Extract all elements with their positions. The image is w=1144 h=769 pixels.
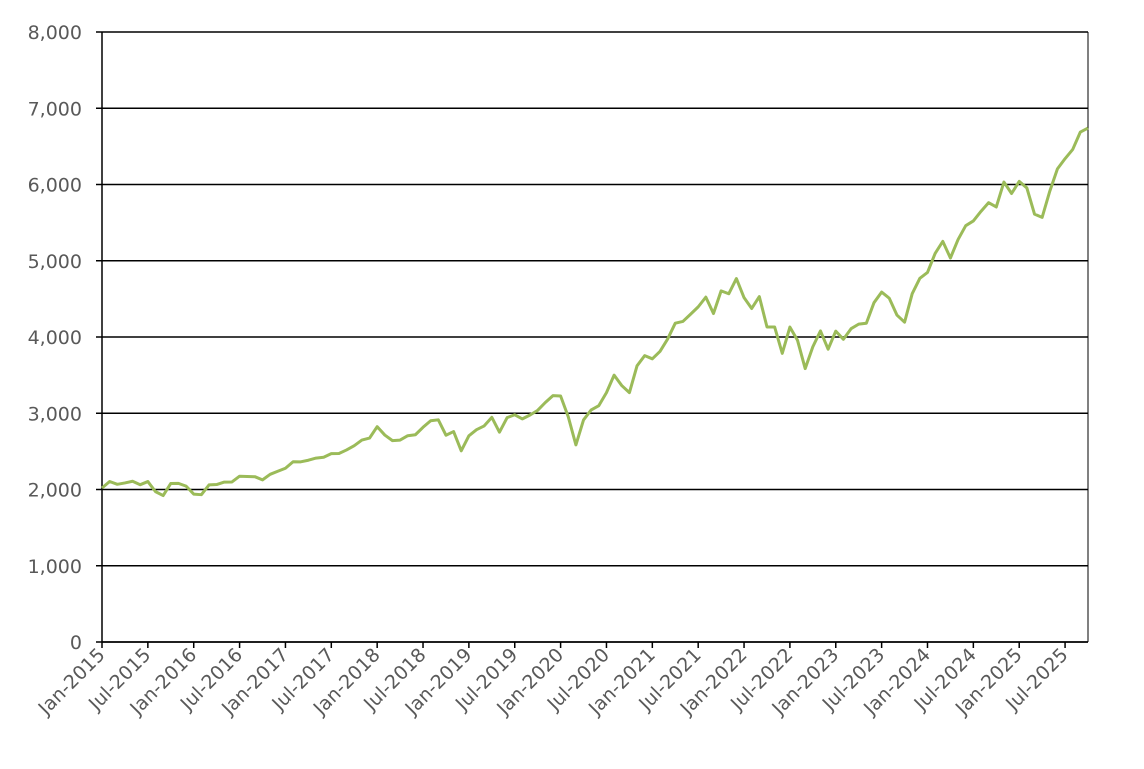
y-tick-label: 7,000 (28, 98, 82, 120)
series-line (101, 126, 1089, 498)
y-tick-label: 2,000 (28, 480, 82, 502)
y-tick-label: 5,000 (28, 251, 82, 273)
y-tick-label: 3,000 (28, 403, 82, 425)
y-tick-label: 1,000 (28, 556, 82, 578)
y-tick-label: 6,000 (28, 175, 82, 197)
y-tick-label: 8,000 (28, 22, 82, 44)
y-tick-label: 4,000 (28, 327, 82, 349)
y-tick-label: 0 (70, 632, 82, 654)
